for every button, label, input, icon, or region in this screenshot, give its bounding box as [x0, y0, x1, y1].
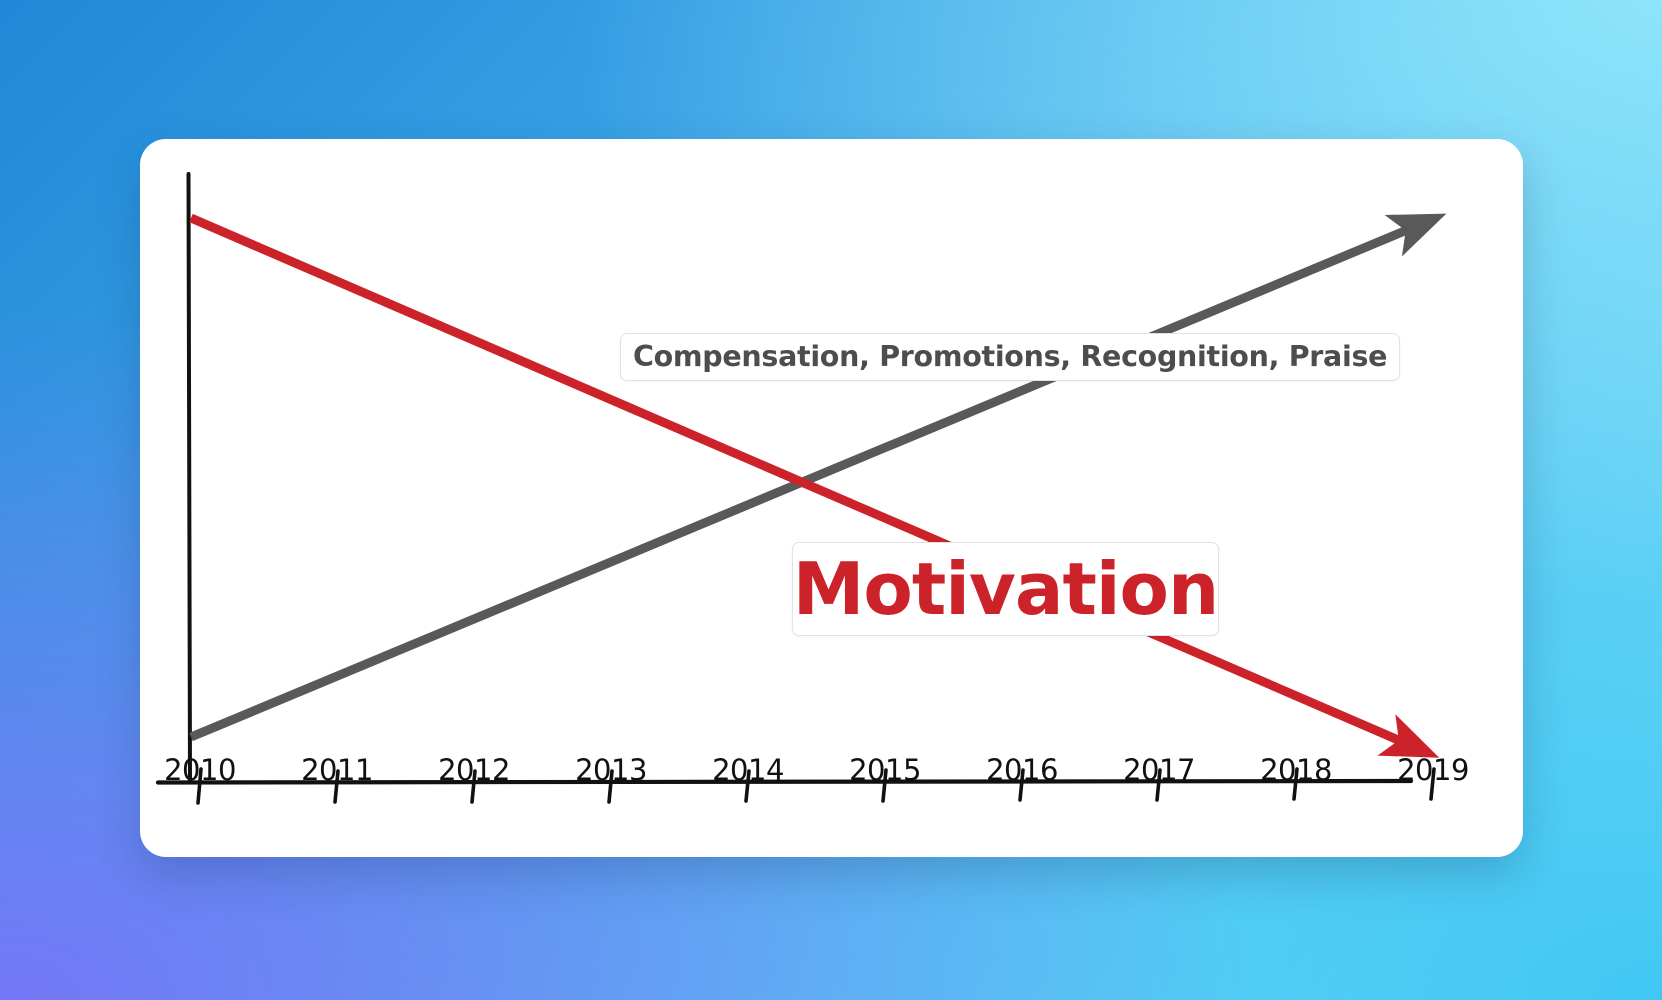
chart-plot-area: [155, 172, 1447, 805]
x-tick-label-2012: 2012: [438, 753, 510, 787]
x-tick-label-2014: 2014: [712, 753, 784, 787]
x-axis-ticks: [196, 767, 1436, 805]
annotation-motivation-text: Motivation: [792, 547, 1220, 631]
x-tick-label-2019: 2019: [1397, 753, 1469, 787]
x-axis-line: [155, 778, 1414, 785]
x-tick-label-2010: 2010: [164, 753, 236, 787]
chart-card: Compensation, Promotions, Recognition, P…: [140, 139, 1523, 857]
x-tick-label-2018: 2018: [1260, 753, 1332, 787]
x-tick-label-2015: 2015: [849, 753, 921, 787]
y-axis-line: [186, 172, 192, 784]
x-tick-label-2013: 2013: [575, 753, 647, 787]
x-tick-label-2016: 2016: [986, 753, 1058, 787]
series-line-motivation: [189, 213, 1440, 758]
annotation-motivation-label[interactable]: Motivation: [792, 542, 1219, 636]
annotation-compensation-label[interactable]: Compensation, Promotions, Recognition, P…: [620, 333, 1401, 381]
x-tick-label-2011: 2011: [301, 753, 373, 787]
annotation-compensation-text: Compensation, Promotions, Recognition, P…: [633, 339, 1388, 373]
x-tick-label-2017: 2017: [1123, 753, 1195, 787]
